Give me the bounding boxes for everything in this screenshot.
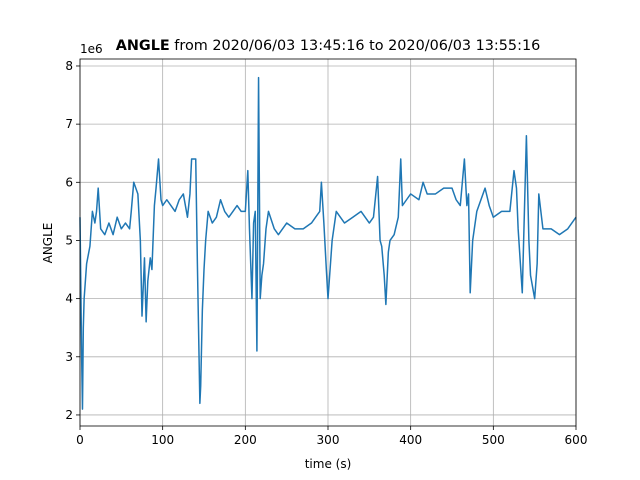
x-tick-label: 500 [482, 433, 505, 447]
chart-title: ANGLE from 2020/06/03 13:45:16 to 2020/0… [116, 38, 541, 54]
x-tick-label: 0 [76, 433, 84, 447]
y-tick-label: 5 [65, 233, 73, 247]
y-axis-label: ANGLE [41, 223, 55, 264]
x-tick-label: 100 [151, 433, 174, 447]
y-tick-label: 4 [65, 292, 73, 306]
x-tick-label: 200 [234, 433, 257, 447]
data-line [79, 76, 577, 410]
y-tick-label: 7 [65, 117, 73, 131]
title-bold: ANGLE [116, 38, 170, 54]
y-tick-label: 3 [65, 350, 73, 364]
offset-text: 1e6 [80, 42, 103, 56]
title-rest: from 2020/06/03 13:45:16 to 2020/06/03 1… [174, 38, 540, 54]
x-tick-label: 400 [399, 433, 422, 447]
x-tick-label: 600 [565, 433, 588, 447]
x-axis-label: time (s) [305, 457, 352, 471]
axes-frame [79, 58, 577, 427]
y-tick-label: 6 [65, 175, 73, 189]
x-tick-label: 300 [317, 433, 340, 447]
y-tick-label: 8 [65, 59, 73, 73]
y-tick-label: 2 [65, 408, 73, 422]
